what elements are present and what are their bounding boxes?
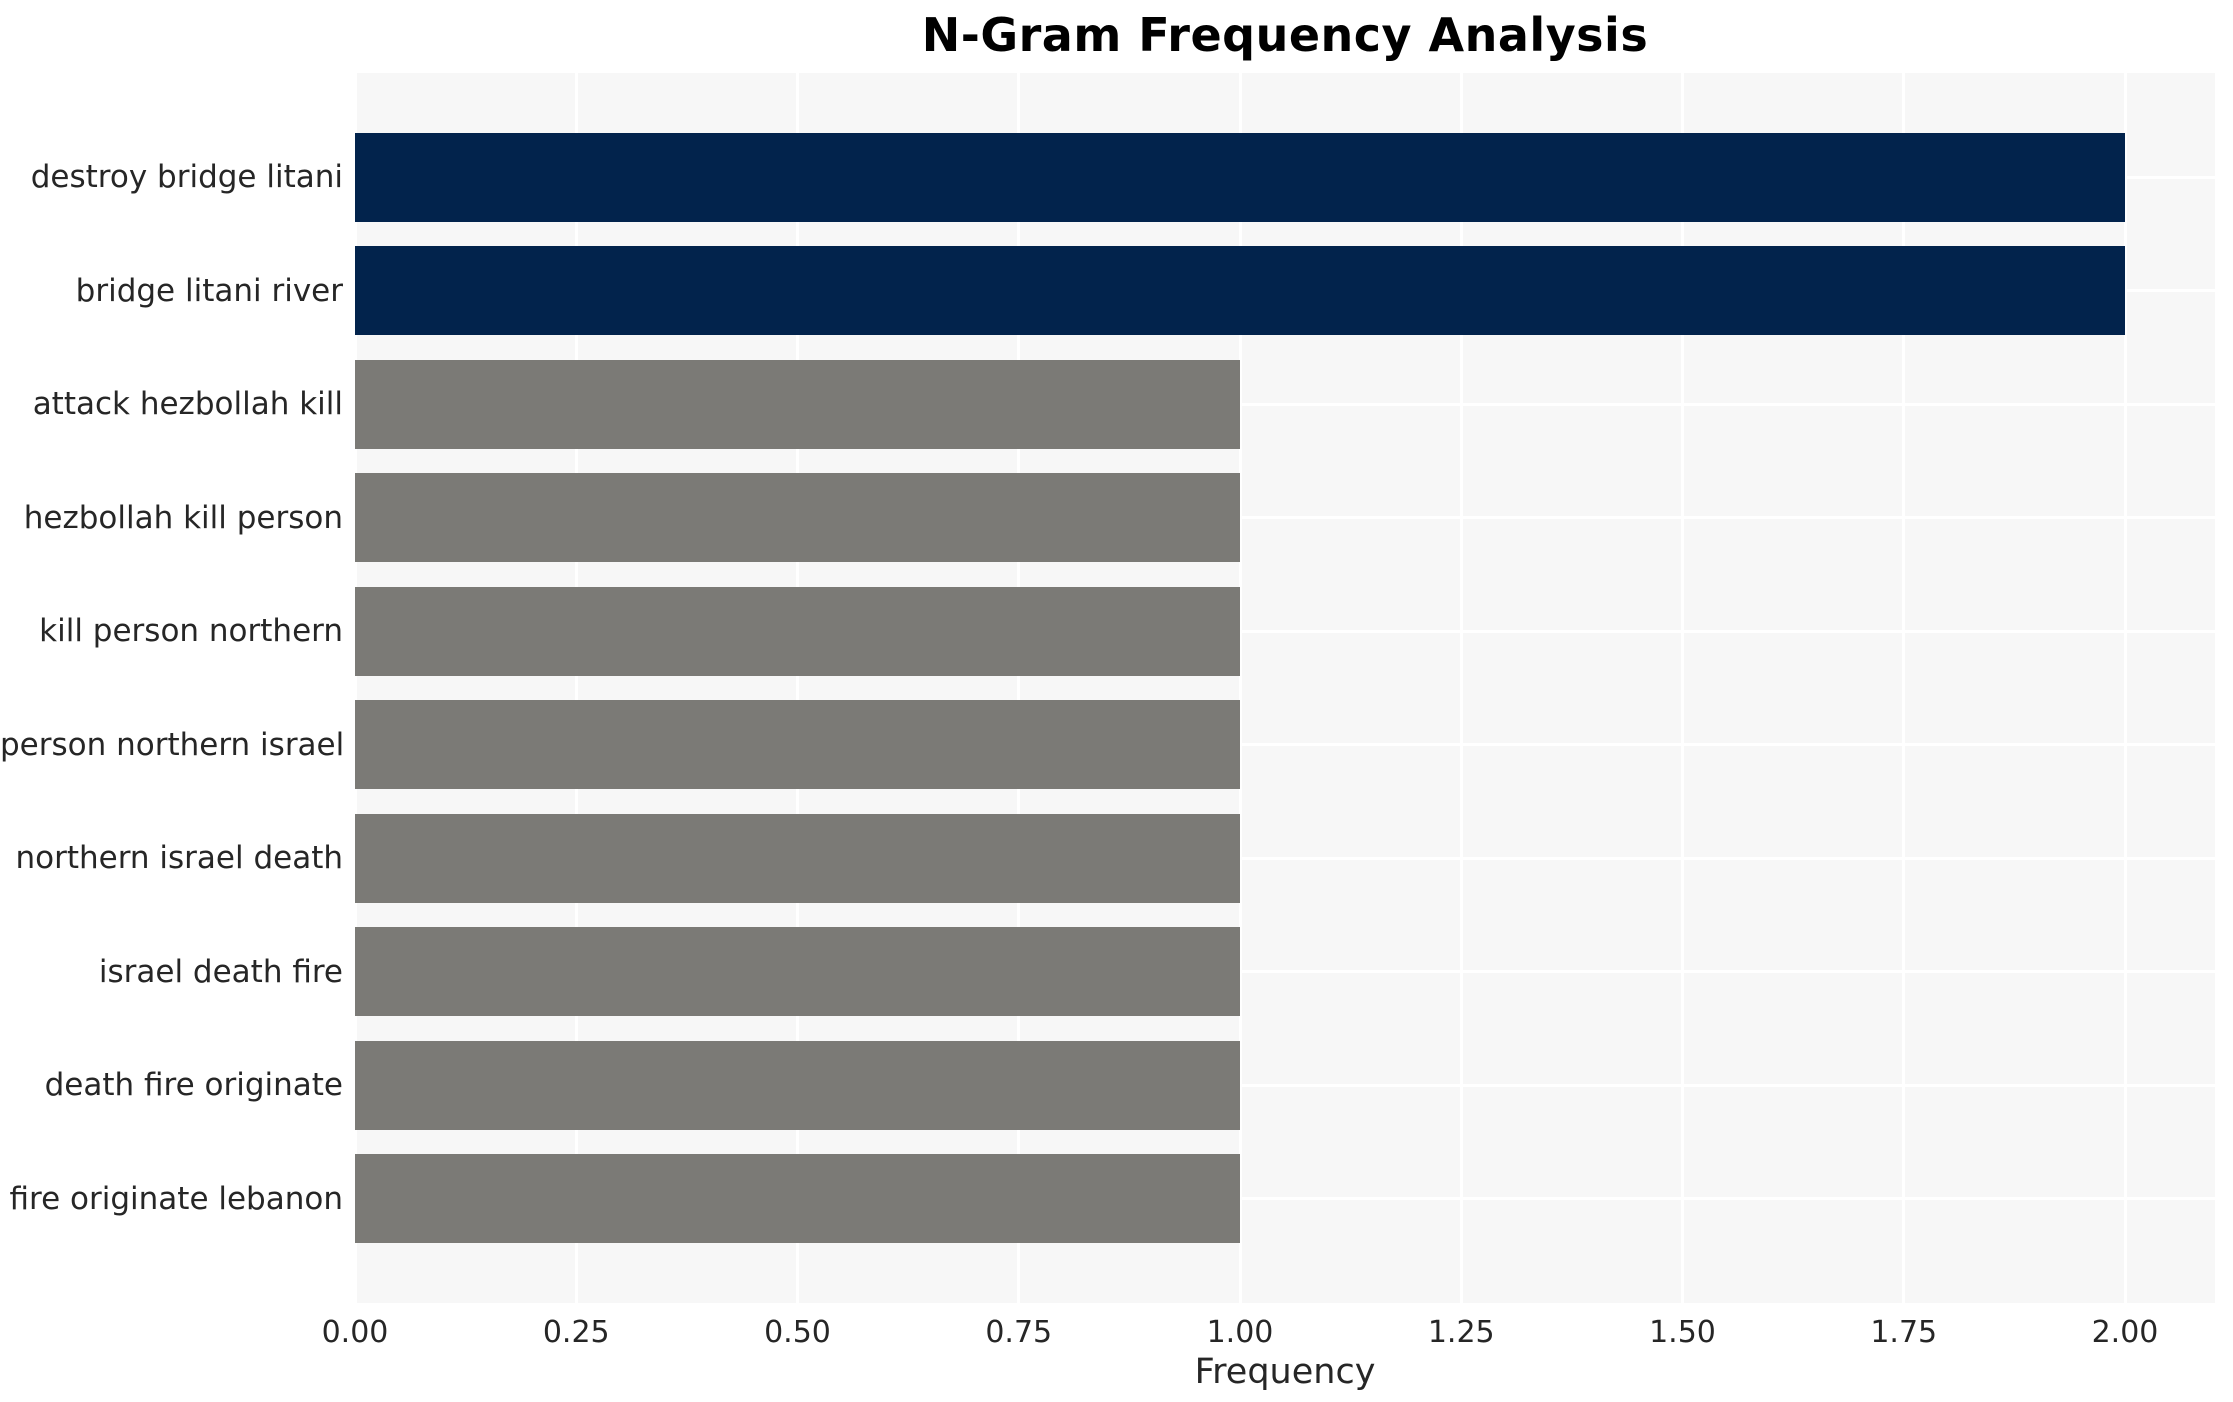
bar <box>355 700 1240 789</box>
x-tick-label: 0.75 <box>985 1315 1053 1350</box>
gridline-vertical <box>1017 73 1021 1303</box>
gridline-horizontal <box>355 856 2215 860</box>
bar <box>355 927 1240 1016</box>
x-axis-label: Frequency <box>1194 1352 1376 1392</box>
y-tick-label: northern israel death <box>15 840 343 876</box>
gridline-horizontal <box>355 743 2215 746</box>
bar <box>355 1040 1240 1130</box>
x-tick-label: 1.75 <box>1870 1315 1938 1350</box>
bar <box>355 586 1240 676</box>
plot-area <box>353 73 2215 1303</box>
gridline-horizontal <box>355 1083 2215 1087</box>
x-tick-label: 0.00 <box>321 1315 389 1350</box>
gridline-horizontal <box>355 629 2215 633</box>
y-tick-label: israel death fire <box>98 953 343 990</box>
x-tick-label: 0.25 <box>542 1315 610 1350</box>
y-tick-label: death fire originate <box>44 1067 343 1103</box>
y-tick-label: hezbollah kill person <box>23 499 343 536</box>
gridline-vertical <box>796 73 799 1303</box>
y-tick-label: destroy bridge litani <box>30 159 343 195</box>
y-tick-label: person northern israel <box>0 726 345 763</box>
bar <box>355 1154 1240 1243</box>
x-tick-label: 2.00 <box>2091 1315 2159 1350</box>
bar <box>355 359 1240 449</box>
x-tick-label: 1.50 <box>1649 1315 1716 1350</box>
gridline-vertical <box>353 73 357 1303</box>
gridline-vertical <box>2123 73 2127 1303</box>
gridline-vertical <box>574 73 578 1303</box>
bar <box>355 813 1240 903</box>
bar <box>355 473 1240 562</box>
chart-title: N-Gram Frequency Analysis <box>921 8 1649 62</box>
gridline-horizontal <box>355 970 2215 973</box>
y-tick-label: kill person northern <box>39 613 343 649</box>
gridline-vertical <box>1681 73 1684 1303</box>
y-tick-label: bridge litani river <box>75 272 343 309</box>
gridline-vertical <box>1459 73 1463 1303</box>
y-tick-label: attack hezbollah kill <box>32 386 343 422</box>
gridline-vertical <box>1902 73 1906 1303</box>
bar <box>355 246 2125 335</box>
bar <box>355 132 2125 222</box>
y-tick-label: fire originate lebanon <box>9 1180 343 1217</box>
x-tick-label: 1.25 <box>1427 1315 1495 1350</box>
gridline-horizontal <box>355 516 2215 519</box>
gridline-horizontal <box>355 1197 2215 1200</box>
gridline-vertical <box>1238 73 1242 1303</box>
x-tick-label: 0.50 <box>764 1315 831 1350</box>
gridline-horizontal <box>355 402 2215 406</box>
x-tick-label: 1.00 <box>1206 1315 1274 1350</box>
